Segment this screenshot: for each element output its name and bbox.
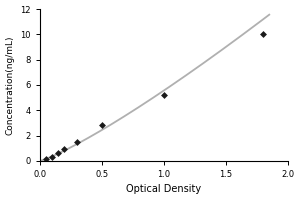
Y-axis label: Concentration(ng/mL): Concentration(ng/mL) xyxy=(6,35,15,135)
X-axis label: Optical Density: Optical Density xyxy=(126,184,201,194)
